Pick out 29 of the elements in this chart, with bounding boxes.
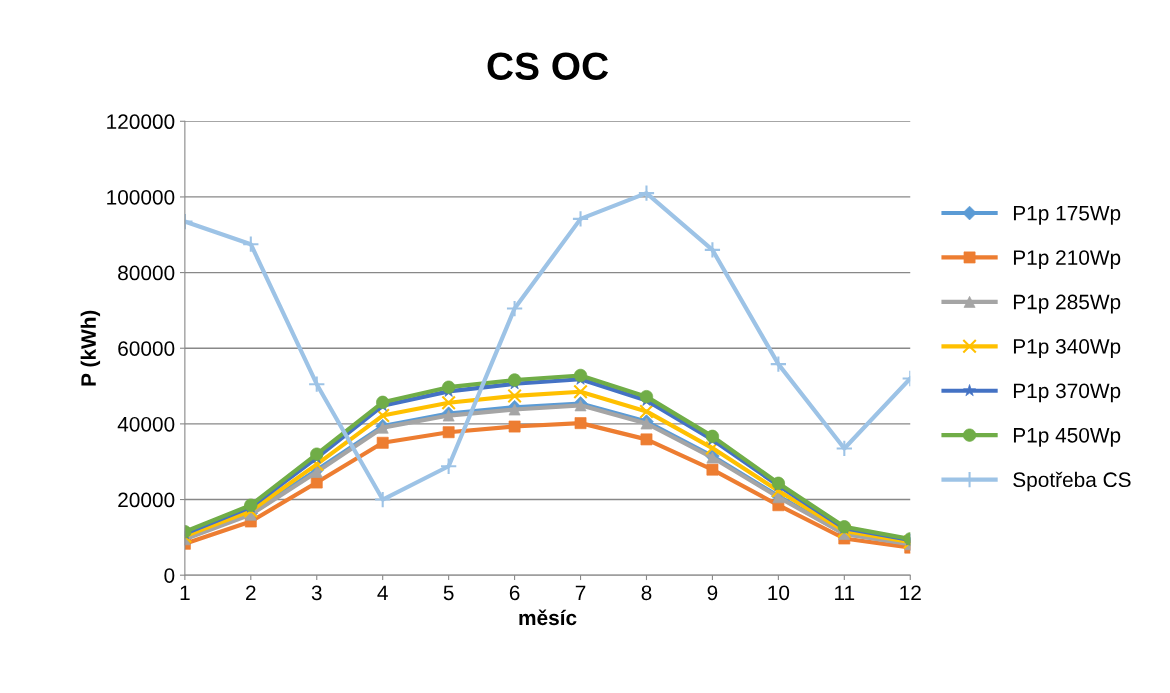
- x-tick-label: 8: [641, 585, 652, 601]
- legend-label: Spotřeba CS: [1013, 471, 1131, 492]
- legend-label: P1p 340Wp: [1013, 339, 1121, 358]
- legend-label: P1p 450Wp: [1013, 427, 1121, 447]
- x-axis-title: měsíc: [519, 609, 577, 626]
- x-tick-label: 11: [835, 585, 855, 601]
- y-axis-title: P (kWh): [80, 310, 101, 386]
- x-tick-label: 9: [707, 585, 718, 601]
- x-tick-label: 6: [509, 585, 520, 601]
- x-tick-label: 2: [246, 585, 256, 601]
- y-tick-label: 100000: [107, 189, 175, 205]
- y-tick-label: 0: [164, 568, 175, 583]
- legend-label: P1p 175Wp: [1013, 205, 1121, 225]
- x-tick-label: 7: [575, 585, 586, 601]
- x-tick-label: 1: [180, 585, 190, 601]
- y-tick-label: 60000: [118, 341, 175, 356]
- y-tick-label: 20000: [118, 492, 175, 508]
- legend-label: P1p 370Wp: [1013, 383, 1121, 403]
- x-tick-label: 10: [768, 585, 790, 601]
- y-tick-label: 80000: [118, 265, 175, 281]
- legend-label: P1p 210Wp: [1013, 250, 1121, 270]
- x-tick-label: 3: [311, 585, 322, 601]
- x-tick-label: 12: [900, 585, 921, 601]
- x-tick-label: 5: [443, 585, 454, 601]
- y-tick-label: 120000: [107, 114, 175, 130]
- y-tick-label: 40000: [117, 416, 175, 432]
- legend-label: P1p 285Wp: [1013, 294, 1121, 314]
- x-tick-label: 4: [377, 585, 388, 601]
- chart-title: CS OC: [487, 52, 609, 80]
